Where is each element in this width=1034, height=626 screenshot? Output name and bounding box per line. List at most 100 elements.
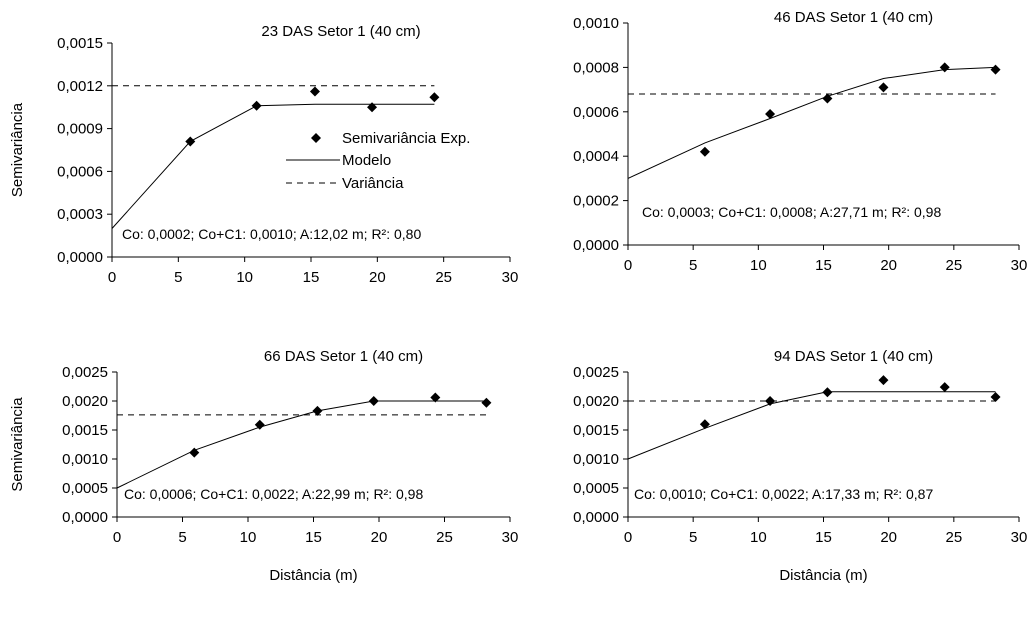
x-tick-label: 0: [108, 269, 116, 286]
y-tick-label: 0,0008: [573, 59, 619, 76]
x-tick-label: 10: [236, 269, 253, 286]
x-tick-label: 20: [880, 529, 897, 546]
y-tick-label: 0,0025: [62, 364, 108, 381]
y-tick-label: 0,0015: [57, 35, 103, 52]
x-tick-label: 30: [1011, 529, 1028, 546]
experimental-point: [878, 375, 889, 386]
y-axis-label: Semivariância: [9, 397, 26, 492]
x-tick-label: 25: [436, 529, 453, 546]
chart-title: 23 DAS Setor 1 (40 cm): [261, 23, 420, 40]
x-tick-label: 0: [113, 529, 121, 546]
y-tick-label: 0,0000: [62, 509, 108, 526]
y-tick-label: 0,0020: [62, 393, 108, 410]
y-tick-label: 0,0010: [573, 451, 619, 468]
y-tick-label: 0,0009: [57, 121, 103, 138]
model-line: [627, 66, 996, 179]
experimental-point: [312, 405, 323, 416]
experimental-point: [189, 447, 200, 458]
x-tick-label: 20: [369, 269, 386, 286]
x-tick-label: 5: [178, 529, 186, 546]
x-axis-label: Distância (m): [779, 567, 867, 584]
y-tick-label: 0,0005: [573, 480, 619, 497]
experimental-point: [429, 92, 440, 103]
x-tick-label: 0: [624, 257, 632, 274]
x-tick-label: 25: [435, 269, 452, 286]
experimental-point: [254, 419, 265, 430]
chart-panel-3: 0,0000 0,0005 0,0010 0,0015 0,0020 0,0025 0 5 10…: [9, 348, 518, 584]
experimental-point: [939, 382, 950, 393]
experimental-point: [699, 419, 710, 430]
legend: Semivariância Exp. Modelo Variância: [286, 130, 470, 192]
y-tick-label: 0,0005: [62, 480, 108, 497]
legend-model-label: Modelo: [342, 152, 391, 169]
experimental-point: [822, 93, 833, 104]
x-tick-label: 25: [945, 257, 962, 274]
experimental-point: [699, 146, 710, 157]
legend-experimental-label: Semivariância Exp.: [342, 130, 470, 147]
x-tick-label: 25: [945, 529, 962, 546]
experimental-point: [878, 82, 889, 93]
x-tick-label: 30: [502, 269, 519, 286]
legend-variance-label: Variância: [342, 175, 404, 192]
chart-panel-1: 0,0000 0,0003 0,0006 0,0009 0,0012 0,0015 0 5 10…: [9, 23, 518, 286]
model-line: [627, 391, 996, 460]
model-parameters: Co: 0,0006; Co+C1: 0,0022; A:22,99 m; R²…: [124, 486, 423, 502]
experimental-point: [251, 100, 262, 111]
x-tick-label: 30: [502, 529, 519, 546]
chart-title: 66 DAS Setor 1 (40 cm): [264, 348, 423, 365]
experimental-point: [822, 387, 833, 398]
x-tick-label: 20: [371, 529, 388, 546]
experimental-point: [430, 392, 441, 403]
model-parameters: Co: 0,0010; Co+C1: 0,0022; A:17,33 m; R²…: [634, 486, 933, 502]
x-tick-label: 5: [174, 269, 182, 286]
experimental-point: [765, 396, 776, 406]
model-line: [116, 400, 487, 489]
x-tick-label: 0: [624, 529, 632, 546]
y-tick-label: 0,0000: [573, 237, 619, 254]
y-tick-label: 0,0006: [573, 104, 619, 121]
model-parameters: Co: 0,0003; Co+C1: 0,0008; A:27,71 m; R²…: [642, 204, 941, 220]
x-tick-label: 10: [750, 257, 767, 274]
x-tick-label: 15: [303, 269, 320, 286]
x-tick-label: 10: [240, 529, 257, 546]
experimental-point: [368, 396, 379, 406]
x-axis-label: Distância (m): [269, 567, 357, 584]
x-tick-label: 10: [750, 529, 767, 546]
x-tick-label: 5: [689, 257, 697, 274]
y-tick-label: 0,0000: [573, 509, 619, 526]
experimental-point: [185, 136, 196, 147]
y-tick-label: 0,0015: [62, 422, 108, 439]
y-tick-label: 0,0020: [573, 393, 619, 410]
model-line: [111, 103, 435, 229]
x-tick-label: 30: [1011, 257, 1028, 274]
y-axis-label: Semivariância: [9, 102, 26, 197]
chart-panel-2: 0,0000 0,0002 0,0004 0,0006 0,0008 0,0010 0 5 10…: [573, 9, 1027, 274]
x-tick-label: 15: [815, 529, 832, 546]
y-tick-label: 0,0010: [62, 451, 108, 468]
x-tick-label: 15: [815, 257, 832, 274]
x-tick-label: 15: [305, 529, 322, 546]
experimental-point: [765, 109, 776, 120]
y-tick-label: 0,0010: [573, 15, 619, 32]
x-tick-label: 5: [689, 529, 697, 546]
chart-panel-4: 0,0000 0,0005 0,0010 0,0015 0,0020 0,0025 0 5 10…: [573, 348, 1027, 584]
chart-title: 94 DAS Setor 1 (40 cm): [774, 348, 933, 365]
model-parameters: Co: 0,0002; Co+C1: 0,0010; A:12,02 m; R²…: [122, 226, 421, 242]
experimental-point: [939, 62, 950, 73]
y-tick-label: 0,0000: [57, 249, 103, 266]
y-tick-label: 0,0004: [573, 148, 619, 165]
y-tick-label: 0,0003: [57, 206, 103, 223]
y-tick-label: 0,0012: [57, 78, 103, 95]
experimental-point: [990, 391, 1001, 402]
experimental-point: [367, 102, 378, 113]
x-tick-label: 20: [880, 257, 897, 274]
chart-title: 46 DAS Setor 1 (40 cm): [774, 9, 933, 26]
experimental-point: [309, 86, 320, 97]
y-tick-label: 0,0006: [57, 163, 103, 180]
y-tick-label: 0,0015: [573, 422, 619, 439]
y-tick-label: 0,0002: [573, 193, 619, 210]
y-tick-label: 0,0025: [573, 364, 619, 381]
experimental-point: [481, 397, 492, 408]
experimental-point: [990, 64, 1001, 75]
